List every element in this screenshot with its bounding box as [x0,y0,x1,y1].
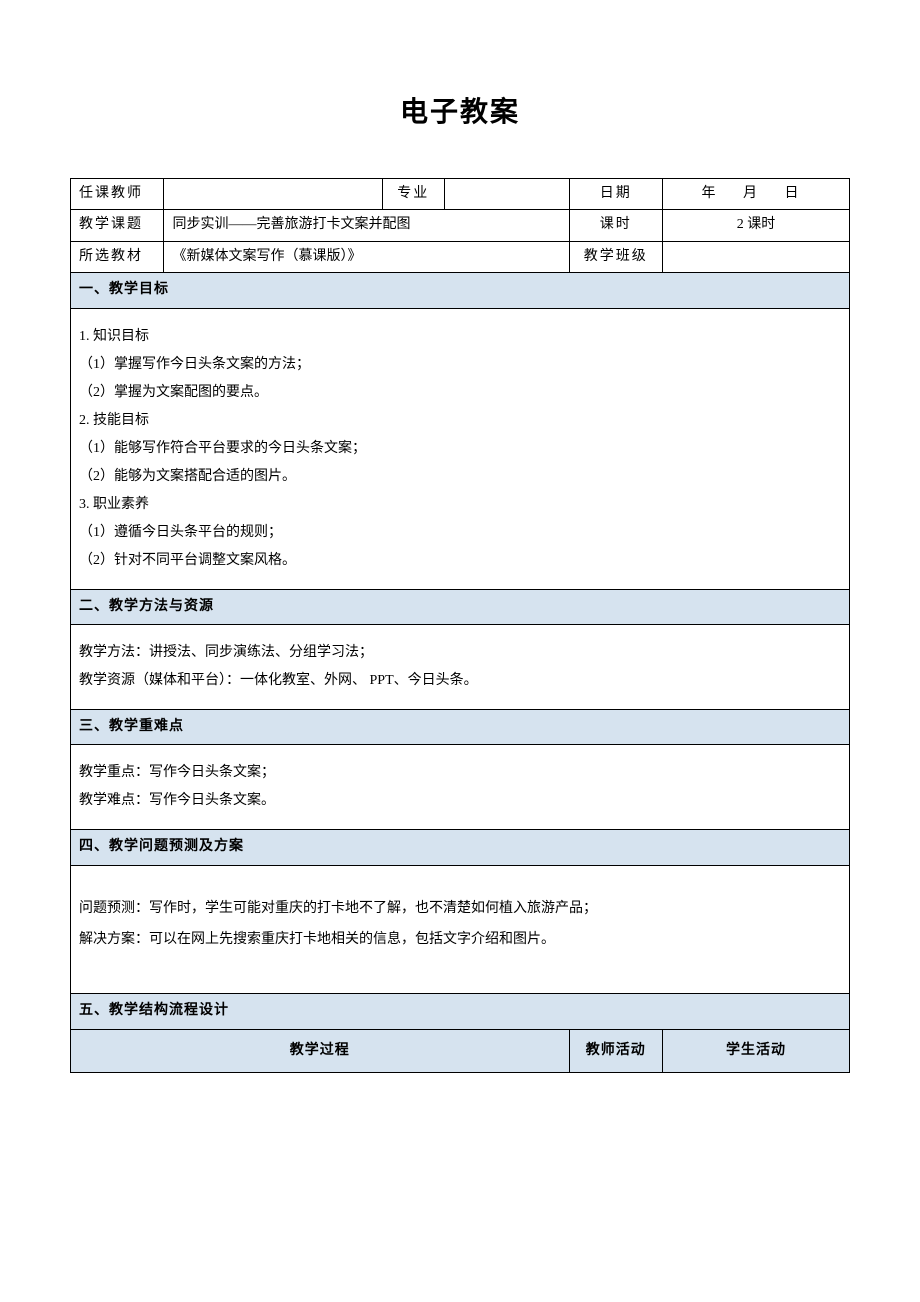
section-1-header: 一、教学目标 [71,273,850,308]
section-3-content: 教学重点：写作今日头条文案； 教学难点：写作今日头条文案。 [71,745,850,830]
s1-line: 3. 职业素养 [79,491,841,519]
s1-line: （2）掌握为文案配图的要点。 [79,379,841,407]
section-4-content: 问题预测：写作时，学生可能对重庆的打卡地不了解，也不清楚如何植入旅游产品； 解决… [71,865,850,994]
section-3-content-row: 教学重点：写作今日头条文案； 教学难点：写作今日头条文案。 [71,745,850,830]
label-textbook: 所选教材 [71,241,164,272]
lesson-plan-table: 任课教师 专业 日期 年 月 日 教学课题 同步实训——完善旅游打卡文案并配图 … [70,178,850,1073]
section-3-header-row: 三、教学重难点 [71,709,850,744]
s3-line: 教学难点：写作今日头条文案。 [79,787,841,815]
value-major [444,179,569,210]
label-hours: 课时 [569,210,662,241]
section-4-header: 四、教学问题预测及方案 [71,830,850,865]
section-1-content: 1. 知识目标 （1）掌握写作今日头条文案的方法； （2）掌握为文案配图的要点。… [71,308,850,589]
s1-line: 2. 技能目标 [79,407,841,435]
value-textbook: 《新媒体文案写作（慕课版）》 [164,241,569,272]
process-table-header-row: 教学过程 教师活动 学生活动 [71,1029,850,1072]
s2-line: 教学资源（媒体和平台）：一体化教室、外网、 PPT、今日头条。 [79,667,841,695]
section-5-header: 五、教学结构流程设计 [71,994,850,1029]
value-hours: 2 课时 [663,210,850,241]
s4-line: 问题预测：写作时，学生可能对重庆的打卡地不了解，也不清楚如何植入旅游产品； [79,894,841,925]
s3-line: 教学重点：写作今日头条文案； [79,759,841,787]
header-row-1: 任课教师 专业 日期 年 月 日 [71,179,850,210]
label-topic: 教学课题 [71,210,164,241]
s4-line: 解决方案：可以在网上先搜索重庆打卡地相关的信息，包括文字介绍和图片。 [79,925,841,956]
section-1-content-row: 1. 知识目标 （1）掌握写作今日头条文案的方法； （2）掌握为文案配图的要点。… [71,308,850,589]
section-2-content-row: 教学方法：讲授法、同步演练法、分组学习法； 教学资源（媒体和平台）：一体化教室、… [71,624,850,709]
process-col-2: 教师活动 [569,1029,662,1072]
section-2-header-row: 二、教学方法与资源 [71,589,850,624]
value-class [663,241,850,272]
section-4-header-row: 四、教学问题预测及方案 [71,830,850,865]
section-3-header: 三、教学重难点 [71,709,850,744]
label-date: 日期 [569,179,662,210]
value-date: 年 月 日 [663,179,850,210]
value-topic: 同步实训——完善旅游打卡文案并配图 [164,210,569,241]
s1-line: （1）遵循今日头条平台的规则； [79,519,841,547]
s1-line: （2）针对不同平台调整文案风格。 [79,547,841,575]
s1-line: （1）掌握写作今日头条文案的方法； [79,351,841,379]
label-teacher: 任课教师 [71,179,164,210]
label-major: 专业 [382,179,444,210]
label-class: 教学班级 [569,241,662,272]
document-title: 电子教案 [70,90,850,130]
section-2-header: 二、教学方法与资源 [71,589,850,624]
value-teacher [164,179,382,210]
section-4-content-row: 问题预测：写作时，学生可能对重庆的打卡地不了解，也不清楚如何植入旅游产品； 解决… [71,865,850,994]
s2-line: 教学方法：讲授法、同步演练法、分组学习法； [79,639,841,667]
process-col-3: 学生活动 [663,1029,850,1072]
process-col-1: 教学过程 [71,1029,570,1072]
header-row-2: 教学课题 同步实训——完善旅游打卡文案并配图 课时 2 课时 [71,210,850,241]
s1-line: （2）能够为文案搭配合适的图片。 [79,463,841,491]
section-5-header-row: 五、教学结构流程设计 [71,994,850,1029]
s1-line: （1）能够写作符合平台要求的今日头条文案； [79,435,841,463]
section-2-content: 教学方法：讲授法、同步演练法、分组学习法； 教学资源（媒体和平台）：一体化教室、… [71,624,850,709]
section-1-header-row: 一、教学目标 [71,273,850,308]
s1-line: 1. 知识目标 [79,323,841,351]
header-row-3: 所选教材 《新媒体文案写作（慕课版）》 教学班级 [71,241,850,272]
